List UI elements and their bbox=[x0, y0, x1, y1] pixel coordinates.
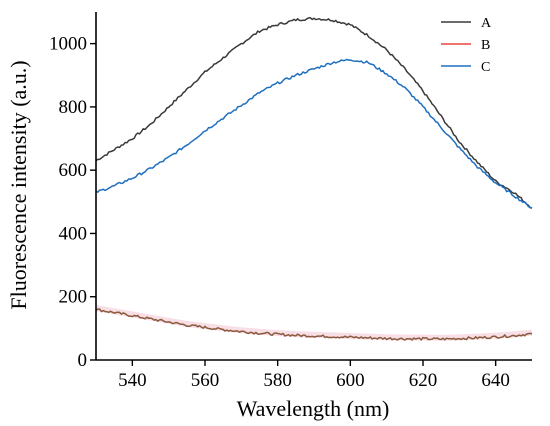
y-tick-label: 200 bbox=[59, 287, 88, 308]
y-axis-title: Fluorescence intensity (a.u.) bbox=[6, 60, 31, 309]
legend: ABC bbox=[441, 16, 492, 75]
x-tick-label: 640 bbox=[481, 370, 510, 391]
plot-area bbox=[95, 17, 533, 342]
x-tick-label: 620 bbox=[409, 370, 438, 391]
x-tick-label: 600 bbox=[336, 370, 365, 391]
x-tick-label: 560 bbox=[191, 370, 220, 391]
y-tick-label: 600 bbox=[59, 160, 88, 181]
x-tick-label: 580 bbox=[263, 370, 292, 391]
x-axis-title: Wavelength (nm) bbox=[237, 396, 390, 421]
series-line-b bbox=[95, 308, 533, 342]
series-b-band bbox=[95, 305, 533, 341]
x-tick-label: 540 bbox=[118, 370, 147, 391]
legend-label-a: A bbox=[481, 16, 492, 31]
y-tick-label: 1000 bbox=[49, 34, 87, 55]
y-tick-label: 800 bbox=[59, 97, 88, 118]
legend-label-b: B bbox=[481, 38, 490, 53]
y-tick-label: 400 bbox=[59, 223, 88, 244]
legend-label-c: C bbox=[481, 60, 490, 75]
series-line-a bbox=[95, 17, 533, 209]
axes: 0 200 400 600 800 1000 540 560 580 600 620 640 bbox=[49, 12, 532, 391]
series-line-c bbox=[95, 58, 533, 209]
y-tick-label: 0 bbox=[78, 350, 88, 371]
